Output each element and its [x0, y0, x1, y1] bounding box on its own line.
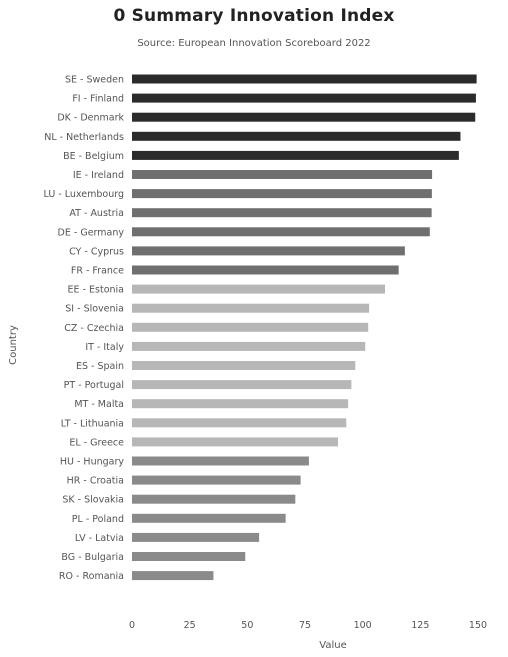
bar [132, 399, 349, 409]
x-tick-label: 150 [469, 620, 487, 631]
category-label: EL - Greece [69, 437, 124, 448]
x-tick-label: 75 [299, 620, 311, 631]
bar [132, 494, 296, 504]
bar [132, 552, 246, 561]
bar [132, 475, 301, 485]
category-label: RO - Romania [59, 571, 124, 582]
category-label: HU - Hungary [60, 457, 125, 468]
category-label: ES - Spain [76, 361, 124, 372]
bar [132, 74, 477, 84]
x-tick-label: 125 [411, 620, 429, 631]
category-label: PL - Poland [72, 514, 124, 525]
chart-subtitle: Source: European Innovation Scoreboard 2… [137, 38, 371, 49]
bar [132, 246, 405, 256]
bar [132, 150, 459, 160]
chart-title: 0 Summary Innovation Index [113, 6, 395, 26]
bar [132, 189, 432, 199]
category-label: FI - Finland [72, 94, 124, 105]
x-tick-label: 25 [184, 620, 196, 631]
category-label: DE - Germany [58, 227, 125, 238]
x-tick-label: 0 [129, 620, 135, 631]
category-label: CZ - Czechia [64, 323, 124, 334]
category-label: CY - Cyprus [69, 246, 124, 257]
category-label: FR - France [71, 266, 124, 277]
bars-group [132, 74, 477, 581]
category-label: AT - Austria [69, 208, 124, 219]
category-label: IT - Italy [85, 342, 124, 353]
bar [132, 380, 352, 390]
category-label: SK - Slovakia [62, 495, 124, 506]
y-axis-label: Country [8, 325, 19, 365]
category-label: NL - Netherlands [44, 132, 124, 143]
bar [132, 170, 433, 179]
bar [132, 93, 476, 103]
category-label: MT - Malta [74, 399, 124, 410]
category-label: BG - Bulgaria [61, 552, 124, 563]
bar [132, 208, 432, 218]
category-label: HR - Croatia [67, 476, 124, 487]
bar [132, 112, 476, 122]
category-label: LT - Lithuania [61, 418, 124, 429]
bar [132, 418, 347, 428]
bar [132, 437, 338, 447]
x-tick-labels: 0 25 50 75 100 125 150 [129, 620, 487, 631]
bar [132, 532, 260, 542]
category-label: BE - Belgium [63, 151, 124, 162]
bar [132, 361, 356, 370]
category-label: SE - Sweden [65, 75, 124, 86]
category-label: EE - Estonia [68, 285, 124, 296]
bar [132, 131, 461, 141]
category-label: LU - Luxembourg [44, 189, 124, 200]
bar [132, 571, 214, 581]
category-label: LV - Latvia [75, 533, 124, 544]
bar [132, 456, 309, 466]
bar [132, 322, 369, 332]
category-label: DK - Denmark [57, 113, 124, 124]
x-axis-label: Value [319, 640, 346, 651]
bar [132, 513, 286, 523]
bar [132, 265, 399, 275]
bar [132, 227, 430, 237]
bar [132, 341, 366, 351]
x-tick-label: 100 [354, 620, 372, 631]
bar [132, 284, 386, 294]
category-label: SI - Slovenia [65, 304, 124, 315]
category-labels: SE - Sweden FI - Finland DK - Denmark NL - … [44, 75, 125, 583]
category-label: IE - Ireland [73, 170, 124, 181]
x-tick-label: 50 [241, 620, 253, 631]
category-label: PT - Portugal [64, 380, 124, 391]
bar [132, 303, 370, 313]
